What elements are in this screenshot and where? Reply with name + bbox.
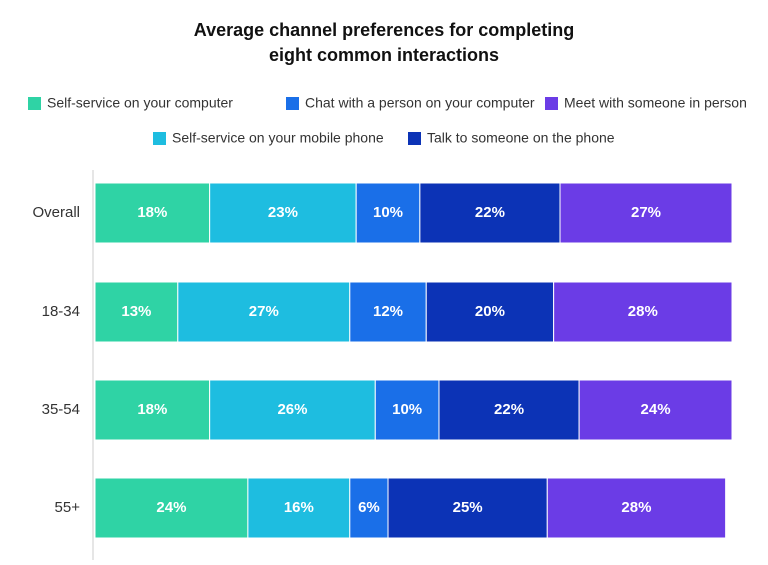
bar-segment [94, 379, 211, 441]
data-label: 10% [373, 204, 403, 221]
data-label: 22% [494, 401, 524, 418]
bar-segment [177, 281, 351, 343]
legend-swatch [153, 132, 166, 145]
data-label: 6% [358, 499, 380, 516]
legend-swatch [408, 132, 421, 145]
chart-title: Average channel preferences for completi… [193, 20, 575, 65]
legend-swatch [28, 97, 41, 110]
legend-swatch [286, 97, 299, 110]
data-label: 23% [268, 204, 298, 221]
bar-segment [425, 281, 555, 343]
data-label: 20% [475, 303, 505, 320]
bar-segment [247, 477, 351, 539]
bar-segment [559, 182, 733, 244]
data-label: 24% [641, 401, 671, 418]
bar-segment [546, 477, 727, 539]
bar-segment [349, 477, 389, 539]
data-label: 13% [121, 303, 151, 320]
data-label: 25% [453, 499, 483, 516]
legend-label: Self-service on your mobile phone [172, 130, 384, 146]
legend-label: Chat with a person on your computer [305, 95, 535, 111]
data-label: 22% [475, 204, 505, 221]
bar-segment [94, 477, 249, 539]
y-tick-label: 35-54 [42, 401, 80, 418]
data-label: 28% [621, 499, 651, 516]
data-label: 28% [628, 303, 658, 320]
bar-segment [209, 379, 376, 441]
bar-segment [419, 182, 561, 244]
bar-segment [349, 281, 427, 343]
data-label: 18% [137, 204, 167, 221]
legend-swatch [545, 97, 558, 110]
bar-segment [374, 379, 440, 441]
bar-segment [209, 182, 357, 244]
legend-label: Meet with someone in person [564, 95, 747, 111]
bar-segment [578, 379, 733, 441]
legend-label: Talk to someone on the phone [427, 130, 615, 146]
data-label: 12% [373, 303, 403, 320]
data-label: 27% [249, 303, 279, 320]
data-label: 26% [277, 401, 307, 418]
data-label: 10% [392, 401, 422, 418]
y-tick-label: 18-34 [42, 303, 80, 320]
data-label: 16% [284, 499, 314, 516]
data-label: 24% [156, 499, 186, 516]
legend-label: Self-service on your computer [47, 95, 233, 111]
y-tick-label: Overall [32, 204, 80, 221]
y-tick-label: 55+ [55, 499, 81, 516]
bar-segment [94, 281, 179, 343]
bar-segment [387, 477, 548, 539]
data-label: 27% [631, 204, 661, 221]
data-label: 18% [137, 401, 167, 418]
bar-segment [94, 182, 211, 244]
bar-segment [553, 281, 733, 343]
